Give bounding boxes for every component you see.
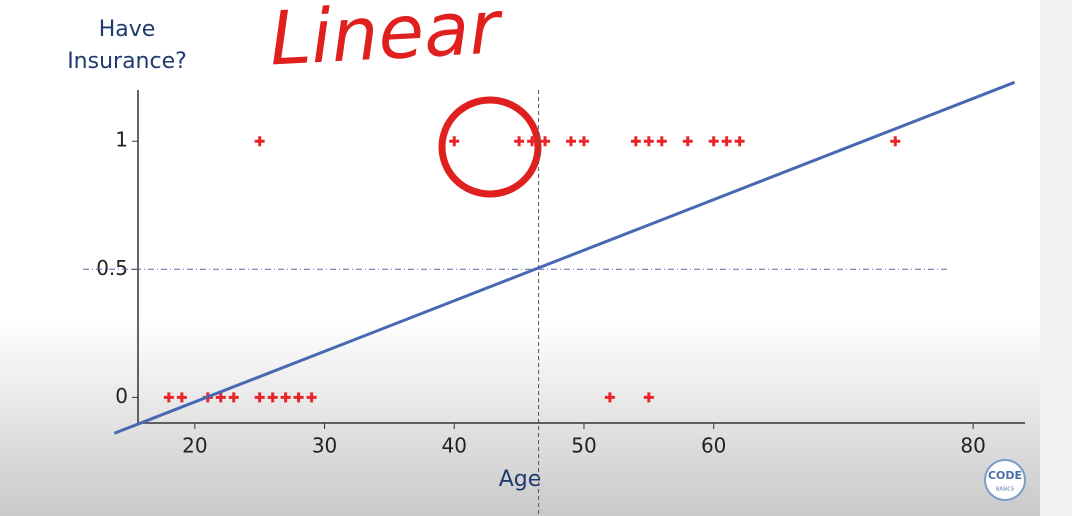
logo <box>984 459 1026 501</box>
point <box>578 136 589 147</box>
point <box>514 136 525 147</box>
y-axis-label: Have Insurance? <box>67 17 187 74</box>
point <box>293 392 304 403</box>
point <box>449 136 460 147</box>
x-tick-label: 60 <box>701 434 726 458</box>
point <box>228 392 239 403</box>
point <box>527 136 538 147</box>
point <box>267 392 278 403</box>
point <box>176 392 187 403</box>
y-tick-label: 0.5 <box>96 256 128 280</box>
x-tick-label: 40 <box>442 434 467 458</box>
point <box>215 392 226 403</box>
x-axis-label: Age <box>499 467 542 492</box>
point <box>630 136 641 147</box>
y-tick-label: 1 <box>115 128 128 152</box>
annotation: Linear <box>268 0 507 82</box>
point <box>566 136 576 147</box>
x-tick-label: 20 <box>182 434 207 458</box>
x-tick-label: 80 <box>960 434 985 458</box>
point <box>254 392 265 403</box>
point <box>643 136 654 147</box>
point <box>643 392 654 403</box>
point <box>890 136 901 147</box>
point <box>682 136 693 147</box>
x-tick-label: 30 <box>312 434 337 458</box>
point <box>656 136 667 147</box>
hand-circle <box>438 96 542 198</box>
point <box>604 392 615 403</box>
side-panel <box>1040 0 1072 516</box>
point <box>306 392 317 403</box>
logo-text: BASICS <box>996 487 1014 493</box>
fit-line <box>113 80 1016 435</box>
chart: Linear Age CODE BASICS 0 0.5 1 20 30 40 50 60 80 <box>83 0 1026 516</box>
point <box>721 136 732 147</box>
point <box>280 392 291 403</box>
point <box>540 136 551 147</box>
point <box>254 136 265 147</box>
logo-text: CODE <box>988 469 1022 482</box>
x-tick-label: 50 <box>571 434 596 458</box>
point <box>708 136 719 147</box>
point <box>163 392 174 403</box>
y-tick-label: 0 <box>115 384 128 408</box>
point <box>734 136 745 147</box>
